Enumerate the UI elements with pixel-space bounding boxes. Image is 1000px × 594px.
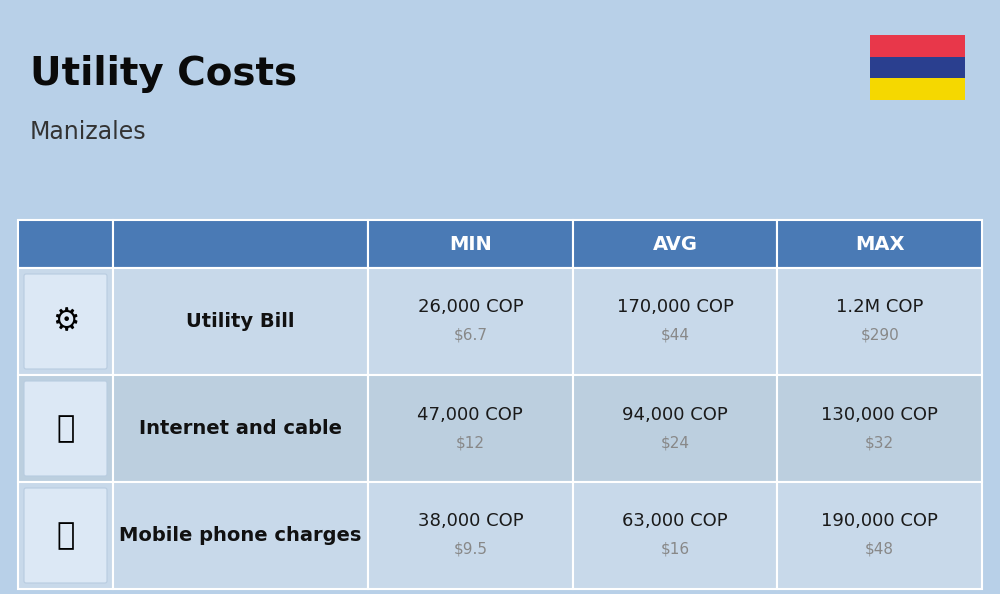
Text: Internet and cable: Internet and cable: [139, 419, 342, 438]
Text: 26,000 COP: 26,000 COP: [418, 299, 523, 317]
Bar: [573, 482, 777, 589]
FancyBboxPatch shape: [24, 274, 107, 369]
Bar: [573, 220, 777, 268]
Text: MAX: MAX: [855, 235, 904, 254]
Text: $6.7: $6.7: [453, 328, 487, 343]
Text: 130,000 COP: 130,000 COP: [821, 406, 938, 424]
FancyBboxPatch shape: [24, 488, 107, 583]
Bar: [870, 56, 965, 78]
Bar: [113, 220, 368, 268]
Text: 📱: 📱: [56, 521, 75, 550]
Text: $24: $24: [660, 435, 690, 450]
Bar: [368, 375, 573, 482]
Text: $16: $16: [660, 542, 690, 557]
Text: $290: $290: [860, 328, 899, 343]
Bar: [18, 220, 113, 268]
Bar: [777, 375, 982, 482]
Bar: [113, 482, 368, 589]
Text: $44: $44: [660, 328, 690, 343]
Text: 63,000 COP: 63,000 COP: [622, 513, 728, 530]
Bar: [870, 78, 965, 100]
Bar: [368, 220, 573, 268]
Bar: [18, 375, 113, 482]
Text: 38,000 COP: 38,000 COP: [418, 513, 523, 530]
Text: $9.5: $9.5: [453, 542, 487, 557]
Bar: [18, 268, 113, 375]
Bar: [573, 268, 777, 375]
FancyBboxPatch shape: [24, 381, 107, 476]
Bar: [368, 268, 573, 375]
Text: Utility Bill: Utility Bill: [186, 312, 295, 331]
Text: ⚙: ⚙: [52, 307, 79, 336]
Text: AVG: AVG: [652, 235, 698, 254]
Bar: [777, 482, 982, 589]
Bar: [777, 220, 982, 268]
Text: Mobile phone charges: Mobile phone charges: [119, 526, 362, 545]
Text: MIN: MIN: [449, 235, 492, 254]
Text: 47,000 COP: 47,000 COP: [417, 406, 523, 424]
Bar: [113, 375, 368, 482]
Bar: [870, 35, 965, 56]
Text: Utility Costs: Utility Costs: [30, 55, 297, 93]
Bar: [18, 482, 113, 589]
Bar: [368, 482, 573, 589]
Text: $32: $32: [865, 435, 894, 450]
Bar: [573, 375, 777, 482]
Text: 170,000 COP: 170,000 COP: [617, 299, 733, 317]
Text: $12: $12: [456, 435, 485, 450]
Text: 94,000 COP: 94,000 COP: [622, 406, 728, 424]
Bar: [113, 268, 368, 375]
Text: 190,000 COP: 190,000 COP: [821, 513, 938, 530]
Text: Manizales: Manizales: [30, 120, 147, 144]
Bar: [777, 268, 982, 375]
Text: 📶: 📶: [56, 414, 75, 443]
Text: $48: $48: [865, 542, 894, 557]
Text: 1.2M COP: 1.2M COP: [836, 299, 923, 317]
